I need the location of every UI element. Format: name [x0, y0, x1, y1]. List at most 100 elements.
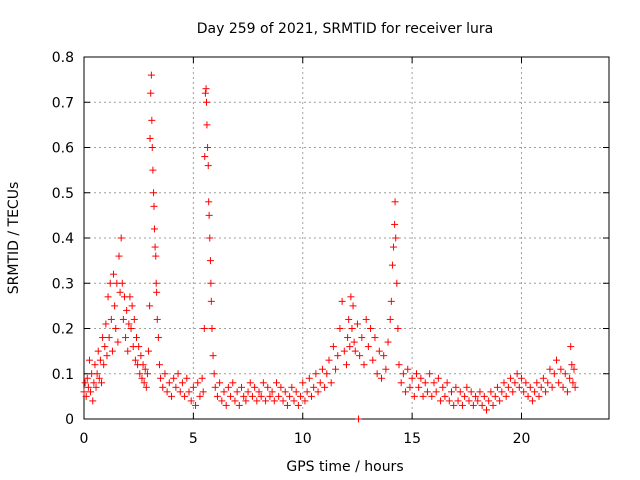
data-point — [157, 374, 165, 382]
data-point — [314, 388, 322, 396]
y-tick-label: 0.4 — [52, 231, 74, 247]
data-point — [150, 225, 158, 233]
data-point — [399, 370, 407, 378]
data-point — [235, 401, 243, 409]
data-point — [426, 370, 434, 378]
data-point — [136, 370, 144, 378]
data-point — [99, 334, 107, 342]
data-point — [480, 392, 488, 400]
data-point — [90, 379, 98, 387]
data-point — [107, 315, 115, 323]
data-point — [571, 383, 579, 391]
data-point — [153, 315, 161, 323]
data-point — [159, 383, 167, 391]
data-point — [259, 379, 267, 387]
data-point — [242, 397, 250, 405]
data-point — [119, 315, 127, 323]
data-point — [201, 153, 209, 161]
data-points — [80, 71, 579, 423]
data-point — [487, 388, 495, 396]
data-point — [231, 397, 239, 405]
data-point — [201, 89, 209, 97]
data-point — [292, 388, 300, 396]
data-point — [288, 383, 296, 391]
data-point — [308, 392, 315, 400]
data-point — [417, 374, 425, 382]
data-point — [262, 397, 270, 405]
data-point — [253, 397, 261, 405]
data-point — [395, 361, 403, 369]
data-point — [206, 234, 214, 242]
data-point — [485, 397, 493, 405]
data-point — [147, 89, 155, 97]
data-point — [375, 347, 383, 355]
data-point — [227, 392, 235, 400]
data-point — [94, 347, 102, 355]
data-point — [432, 388, 440, 396]
data-point — [344, 334, 352, 342]
data-point — [110, 270, 118, 278]
data-point — [139, 361, 147, 369]
data-point — [176, 388, 184, 396]
data-point — [483, 406, 490, 414]
data-point — [111, 302, 119, 310]
data-point — [566, 374, 574, 382]
y-tick-label: 0.5 — [52, 186, 74, 202]
data-point — [165, 379, 173, 387]
data-point — [152, 279, 160, 287]
data-point — [329, 343, 337, 351]
data-point — [224, 383, 232, 391]
data-point — [133, 334, 140, 342]
data-point — [561, 370, 569, 378]
data-point — [124, 347, 132, 355]
data-point — [524, 392, 532, 400]
data-point — [103, 352, 111, 360]
data-point — [450, 401, 458, 409]
data-point — [83, 374, 91, 382]
data-point — [148, 116, 156, 124]
data-point — [348, 325, 356, 332]
data-point — [153, 288, 161, 296]
data-point — [388, 261, 396, 269]
data-point — [210, 370, 218, 378]
data-point — [279, 397, 287, 405]
data-point — [208, 325, 216, 332]
data-point — [491, 392, 499, 400]
data-point — [465, 397, 473, 405]
data-point — [151, 243, 159, 251]
data-point — [112, 325, 120, 332]
data-point — [204, 162, 212, 170]
data-point — [135, 343, 143, 351]
data-point — [205, 198, 213, 206]
data-point — [147, 71, 155, 79]
data-point — [474, 397, 482, 405]
tick-layer: 0 5 10 15 20 0 0.1 0.2 0.3 0.4 0.5 0.6 0.7 0.8 — [52, 50, 609, 447]
data-point — [353, 320, 361, 328]
data-point — [246, 379, 254, 387]
data-point — [380, 352, 388, 360]
x-tick-label: 20 — [513, 431, 531, 447]
data-point — [378, 374, 385, 382]
data-point — [257, 392, 265, 400]
data-point — [163, 388, 171, 396]
data-point — [563, 388, 571, 396]
data-point — [122, 334, 130, 342]
y-tick-label: 0.8 — [52, 50, 74, 66]
data-point — [463, 383, 471, 391]
data-point — [130, 315, 138, 323]
data-point — [299, 379, 307, 387]
data-point — [387, 297, 395, 305]
data-point — [542, 388, 550, 396]
data-point — [98, 379, 105, 387]
data-point — [194, 379, 202, 387]
data-point — [100, 361, 108, 369]
data-point — [127, 325, 135, 332]
data-point — [507, 374, 515, 382]
data-point — [421, 379, 429, 387]
data-point — [528, 397, 536, 405]
y-axis-label: SRMTID / TECUs — [6, 182, 22, 295]
data-point — [321, 383, 329, 391]
data-point — [454, 397, 462, 405]
data-point — [318, 365, 326, 373]
data-point — [511, 379, 519, 387]
